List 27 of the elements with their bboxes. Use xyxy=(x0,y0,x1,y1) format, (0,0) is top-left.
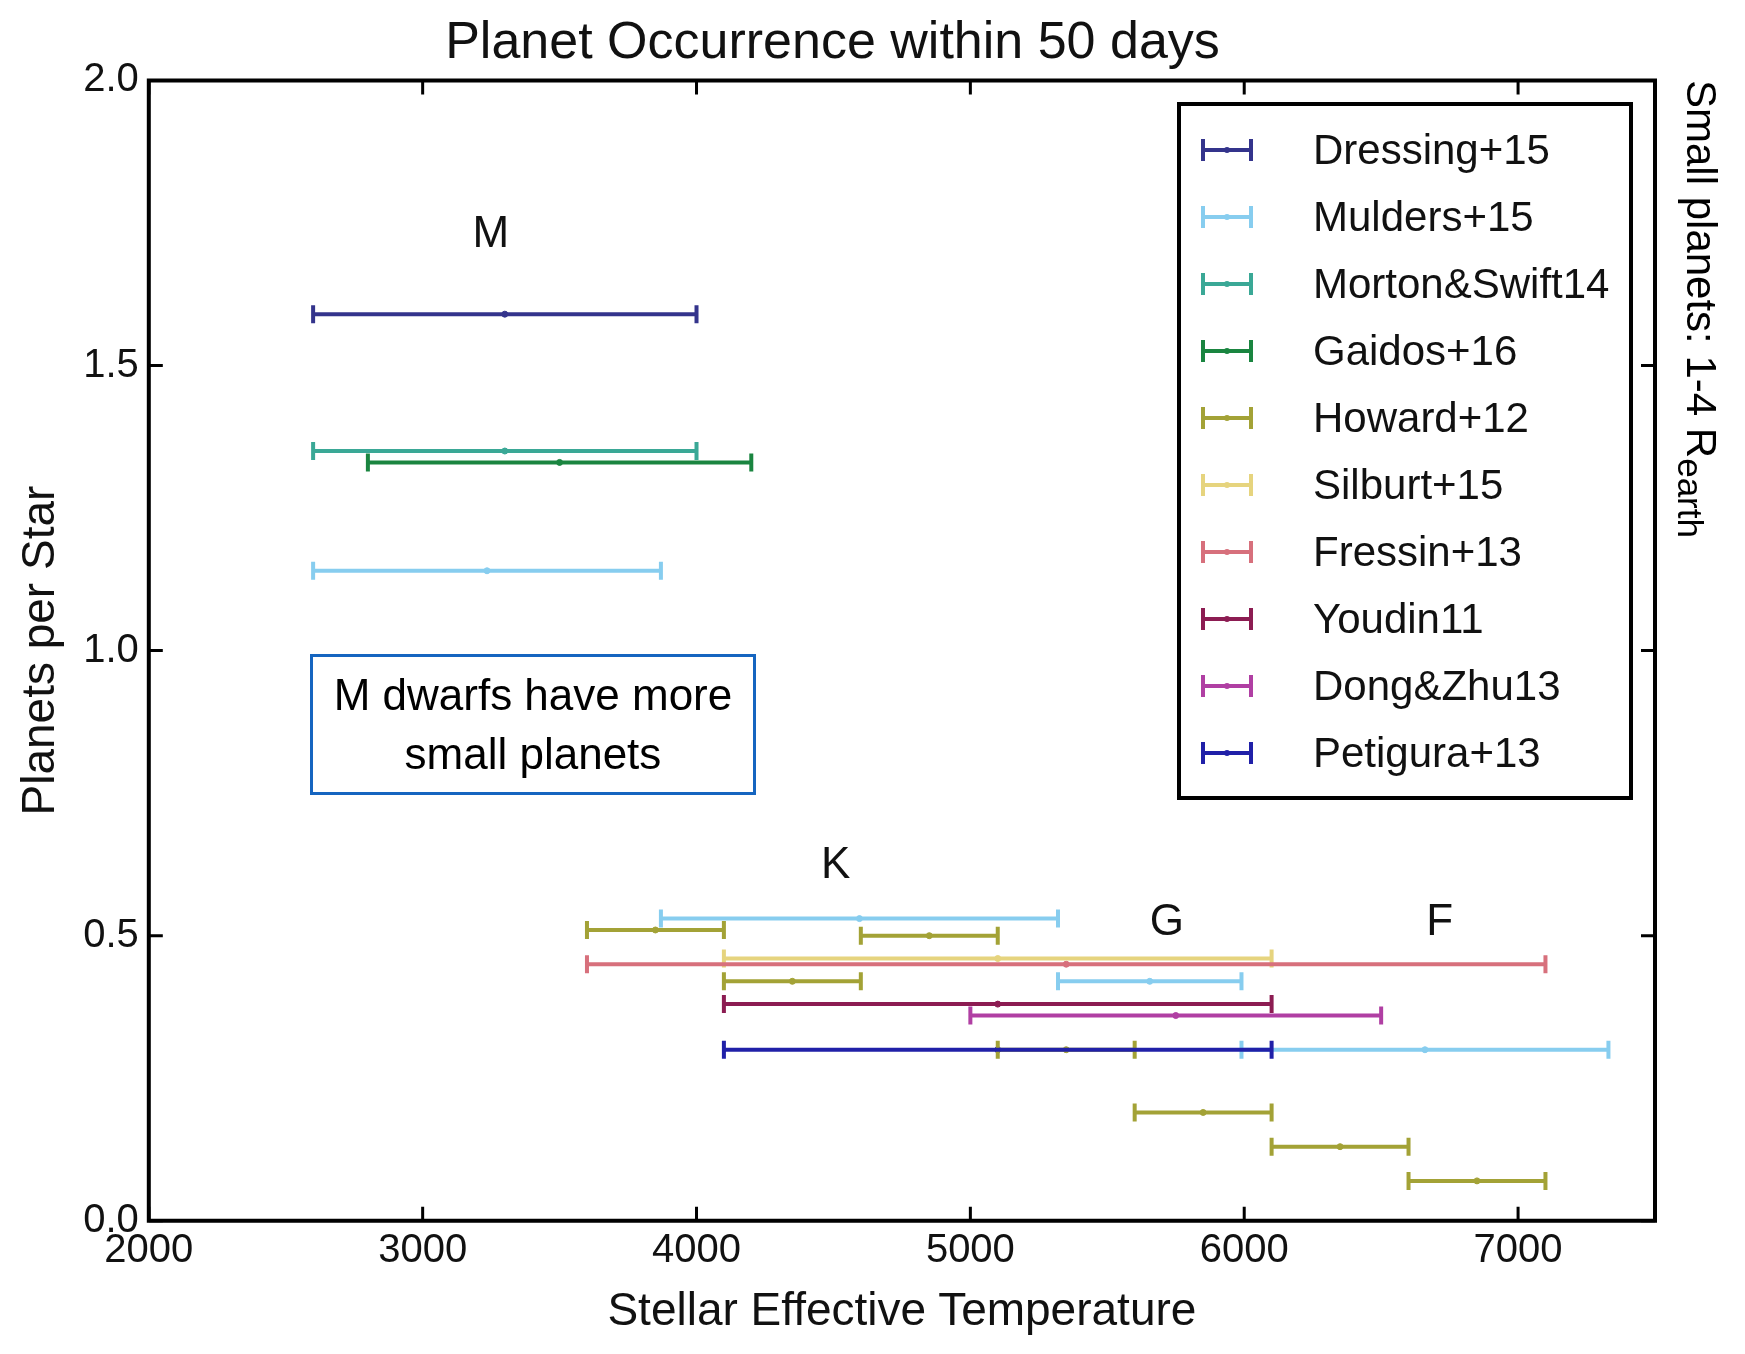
annotation: F xyxy=(1426,894,1454,945)
legend-label: Youdin11 xyxy=(1313,594,1484,643)
y-tick-label: 1.0 xyxy=(83,625,139,670)
legend-label: Fressin+13 xyxy=(1313,527,1522,576)
y-tick-label: 2.0 xyxy=(83,55,139,100)
legend-label: Morton&Swift14 xyxy=(1313,259,1610,308)
legend-label: Dressing+15 xyxy=(1313,125,1550,174)
legend-label: Petigura+13 xyxy=(1313,728,1541,777)
x-tick-label: 3000 xyxy=(378,1225,468,1270)
x-tick-label: 7000 xyxy=(1473,1225,1563,1270)
annotation: M xyxy=(472,207,510,258)
legend-label: Dong&Zhu13 xyxy=(1313,661,1561,710)
y-tick-label: 1.5 xyxy=(83,340,139,385)
y-axis-title: Planets per Star xyxy=(12,485,65,816)
x-tick-label: 5000 xyxy=(925,1225,1015,1270)
x-tick-label: 4000 xyxy=(652,1225,741,1270)
annotation: G xyxy=(1149,894,1185,945)
annotation: M dwarfs have more small planets xyxy=(309,654,756,795)
x-tick-label: 6000 xyxy=(1199,1225,1289,1270)
legend-label: Silburt+15 xyxy=(1313,460,1504,509)
annotation: K xyxy=(820,837,851,888)
legend-label: Howard+12 xyxy=(1313,393,1529,442)
x-axis-title: Stellar Effective Temperature xyxy=(607,1283,1197,1336)
legend-label: Mulders+15 xyxy=(1313,192,1534,241)
y-tick-label: 0.5 xyxy=(83,910,139,955)
chart-title: Planet Occurrence within 50 days xyxy=(445,10,1220,69)
legend-label: Gaidos+16 xyxy=(1313,326,1518,375)
